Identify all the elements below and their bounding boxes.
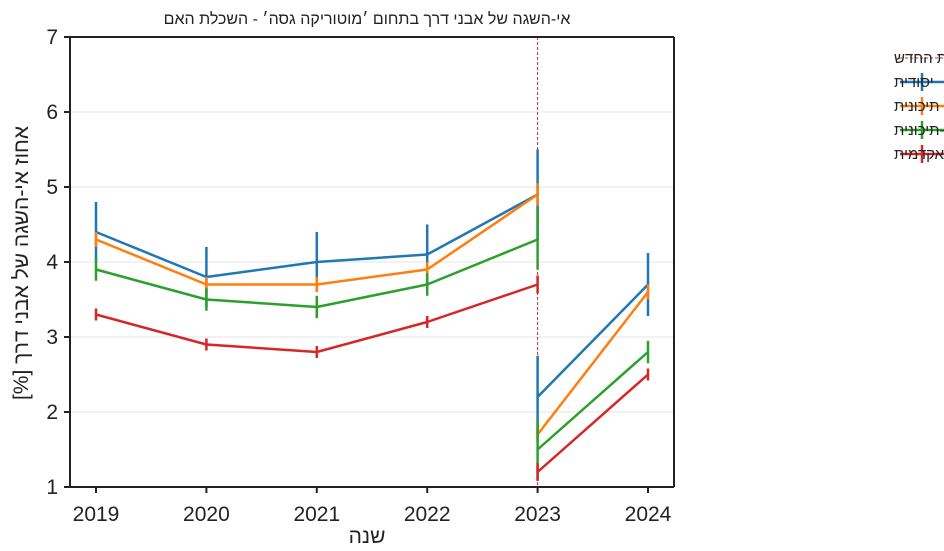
- y-tick-label: 3: [46, 326, 58, 349]
- legend-annotation-label: החלת נוהל ההתפתחות החדש: [894, 50, 944, 67]
- series-1: [94, 149, 650, 439]
- y-tick-label: 1: [46, 476, 58, 499]
- data-point: [536, 238, 539, 241]
- data-point: [536, 470, 539, 474]
- series-3: [94, 209, 650, 480]
- x-tick-label: 2024: [625, 503, 672, 526]
- series-line: [536, 283, 649, 398]
- legend-label: תיכונית: [894, 98, 940, 115]
- y-tick-label: 7: [46, 26, 58, 49]
- data-point: [536, 283, 539, 286]
- x-tick-label: 2023: [514, 503, 561, 526]
- y-tick-label: 5: [46, 176, 58, 199]
- y-tick-label: 2: [46, 401, 58, 424]
- series-line: [536, 291, 649, 436]
- data-point: [646, 290, 650, 294]
- data-point: [315, 305, 318, 309]
- x-tick-label: 2019: [73, 503, 120, 526]
- data-point: [536, 448, 539, 451]
- data-point: [94, 268, 98, 271]
- series-line: [536, 351, 649, 451]
- legend-label: יסודית: [894, 74, 934, 91]
- data-point: [205, 343, 208, 346]
- chart-title: אי-השגה של אבני דרך בתחום ׳מוטוריקה גסה׳…: [164, 10, 571, 28]
- x-tick-label: 2021: [293, 503, 340, 526]
- legend: החלת נוהל ההתפתחות החדש יסודית תיכונית על-ת…: [894, 50, 944, 163]
- series-2: [94, 183, 650, 442]
- y-tick-label: 4: [46, 251, 58, 274]
- legend-label: אקדמית: [894, 146, 944, 163]
- series-line: [536, 373, 649, 473]
- data-point: [426, 253, 429, 256]
- data-point: [315, 260, 318, 264]
- legend-label: על-תיכונית: [894, 122, 944, 139]
- x-axis-title: שנה: [349, 525, 386, 548]
- data-point: [426, 320, 429, 324]
- x-tick-label: 2020: [183, 503, 230, 526]
- data-point: [205, 298, 208, 301]
- data-point: [426, 268, 429, 271]
- y-axis-title: אחוז אי-השגה של אבני דרך [%]: [10, 126, 33, 400]
- data-point: [426, 283, 429, 286]
- data-point: [315, 283, 318, 286]
- data-point: [646, 373, 650, 376]
- plot-area: [94, 149, 650, 481]
- y-tick-label: 6: [46, 101, 58, 124]
- data-point: [315, 350, 318, 354]
- data-point: [536, 395, 539, 399]
- data-point: [94, 313, 98, 316]
- data-point: [94, 238, 98, 241]
- data-point: [646, 350, 650, 354]
- grid: [70, 36, 674, 488]
- data-point: [205, 283, 208, 286]
- x-tick-label: 2022: [404, 503, 451, 526]
- series-4: [94, 275, 650, 481]
- axes: 1 2 3 4 5 6 7 2019 2020 2021 2022 2023 2024: [46, 26, 675, 526]
- data-point: [536, 193, 539, 196]
